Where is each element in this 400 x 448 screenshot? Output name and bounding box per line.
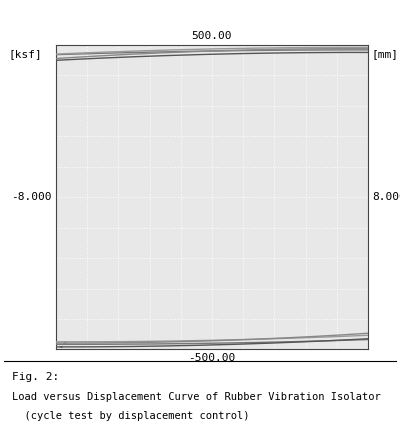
Text: -500.00: -500.00 <box>188 353 236 363</box>
Text: 500.00: 500.00 <box>192 31 232 41</box>
Text: [mm]: [mm] <box>372 49 399 59</box>
Text: Load versus Displacement Curve of Rubber Vibration Isolator: Load versus Displacement Curve of Rubber… <box>12 392 381 402</box>
Text: Fig. 2:: Fig. 2: <box>12 372 59 382</box>
Text: 8.000: 8.000 <box>372 192 400 202</box>
Text: [ksf]: [ksf] <box>8 49 42 59</box>
Text: -8.000: -8.000 <box>12 192 52 202</box>
Text: (cycle test by displacement control): (cycle test by displacement control) <box>12 411 250 421</box>
